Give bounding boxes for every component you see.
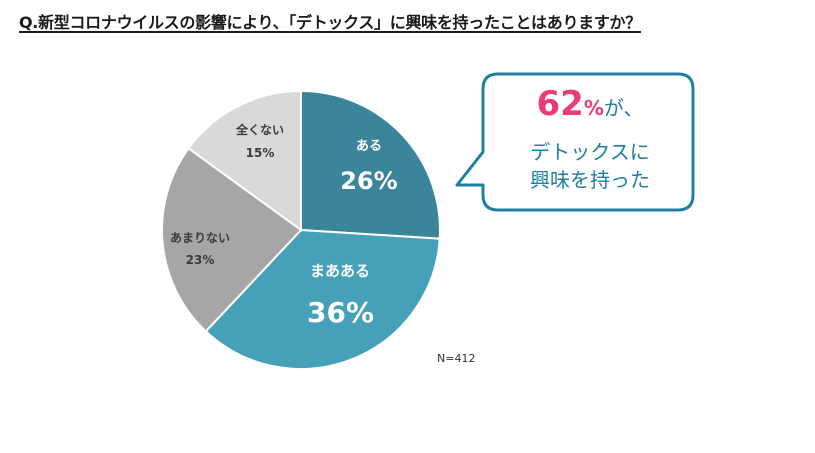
slice-value-amarinai: 23% [185, 253, 215, 267]
slice-label-mattakunai: 全くない [235, 123, 284, 137]
callout-bubble [455, 72, 695, 212]
callout-percent-number: 62 [536, 84, 584, 124]
slice-label-maaaru: まあある [309, 262, 370, 280]
slice-label-aru: ある [355, 139, 382, 154]
callout-line2: デトックスに [530, 140, 650, 164]
callout-suffix: が、 [603, 96, 644, 120]
slice-value-mattakunai: 15% [245, 146, 275, 160]
sample-size: N=412 [437, 352, 476, 365]
slice-aru [300, 89, 441, 240]
slice-maaaru [204, 228, 441, 370]
slice-value-aru: 26% [340, 167, 398, 195]
slice-mattakunai [187, 89, 302, 232]
slice-label-amarinai: あまりない [169, 231, 230, 245]
callout-line1: 62%が、 [490, 84, 690, 124]
question-title: Q.新型コロナウイルスの影響により、「デトックス」に興味を持ったことはありますか… [19, 13, 641, 32]
callout-line3: 興味を持った [530, 168, 650, 192]
slice-value-maaaru: 36% [306, 296, 375, 329]
pie-slices [161, 89, 441, 370]
slice-amarinai [161, 146, 303, 333]
callout-percent-sign: % [583, 96, 604, 120]
